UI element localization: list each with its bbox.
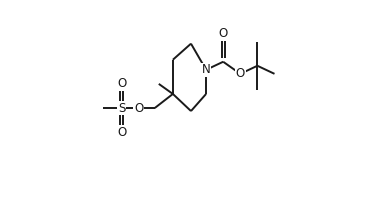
- Text: O: O: [236, 67, 245, 80]
- Text: S: S: [118, 102, 125, 114]
- Text: O: O: [117, 126, 126, 139]
- Text: N: N: [202, 63, 210, 76]
- Text: O: O: [218, 27, 228, 40]
- Text: O: O: [134, 102, 143, 114]
- Text: O: O: [117, 77, 126, 90]
